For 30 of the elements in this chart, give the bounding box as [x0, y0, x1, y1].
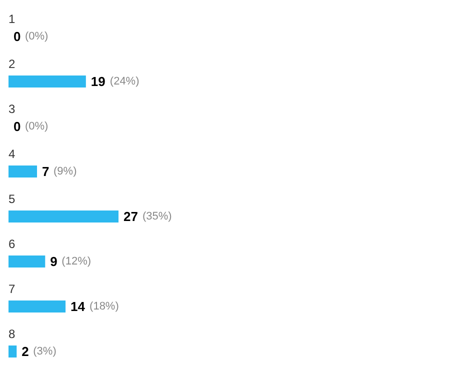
annotation: (35%)	[142, 210, 172, 222]
annotation: (18%)	[90, 300, 119, 312]
bar	[8, 210, 118, 222]
bar	[8, 346, 17, 358]
annotation: (24%)	[110, 76, 140, 88]
data-label: 9	[50, 254, 58, 269]
bar	[8, 76, 86, 88]
data-label: 0	[14, 119, 21, 134]
y-tick-label: 8	[8, 327, 16, 341]
y-tick-label: 5	[8, 192, 16, 206]
y-tick-label: 6	[8, 237, 16, 251]
bar	[8, 300, 66, 312]
annotation: (12%)	[62, 256, 92, 268]
data-label: 27	[124, 209, 138, 224]
y-tick-label: 4	[8, 147, 16, 161]
annotation: (0%)	[25, 120, 48, 132]
data-label: 7	[42, 164, 50, 179]
data-label: 0	[14, 29, 21, 44]
data-label: 19	[90, 74, 106, 89]
data-label: 14	[70, 299, 86, 314]
data-label: 2	[22, 344, 29, 359]
y-tick-label: 2	[8, 57, 16, 71]
y-tick-label: 3	[8, 102, 16, 116]
bar	[8, 166, 38, 178]
y-tick-label: 7	[8, 282, 16, 296]
annotation: (3%)	[33, 346, 56, 358]
y-tick-label: 1	[8, 12, 16, 26]
bar	[8, 256, 46, 268]
annotation: (9%)	[54, 166, 77, 178]
annotation: (0%)	[25, 30, 48, 42]
